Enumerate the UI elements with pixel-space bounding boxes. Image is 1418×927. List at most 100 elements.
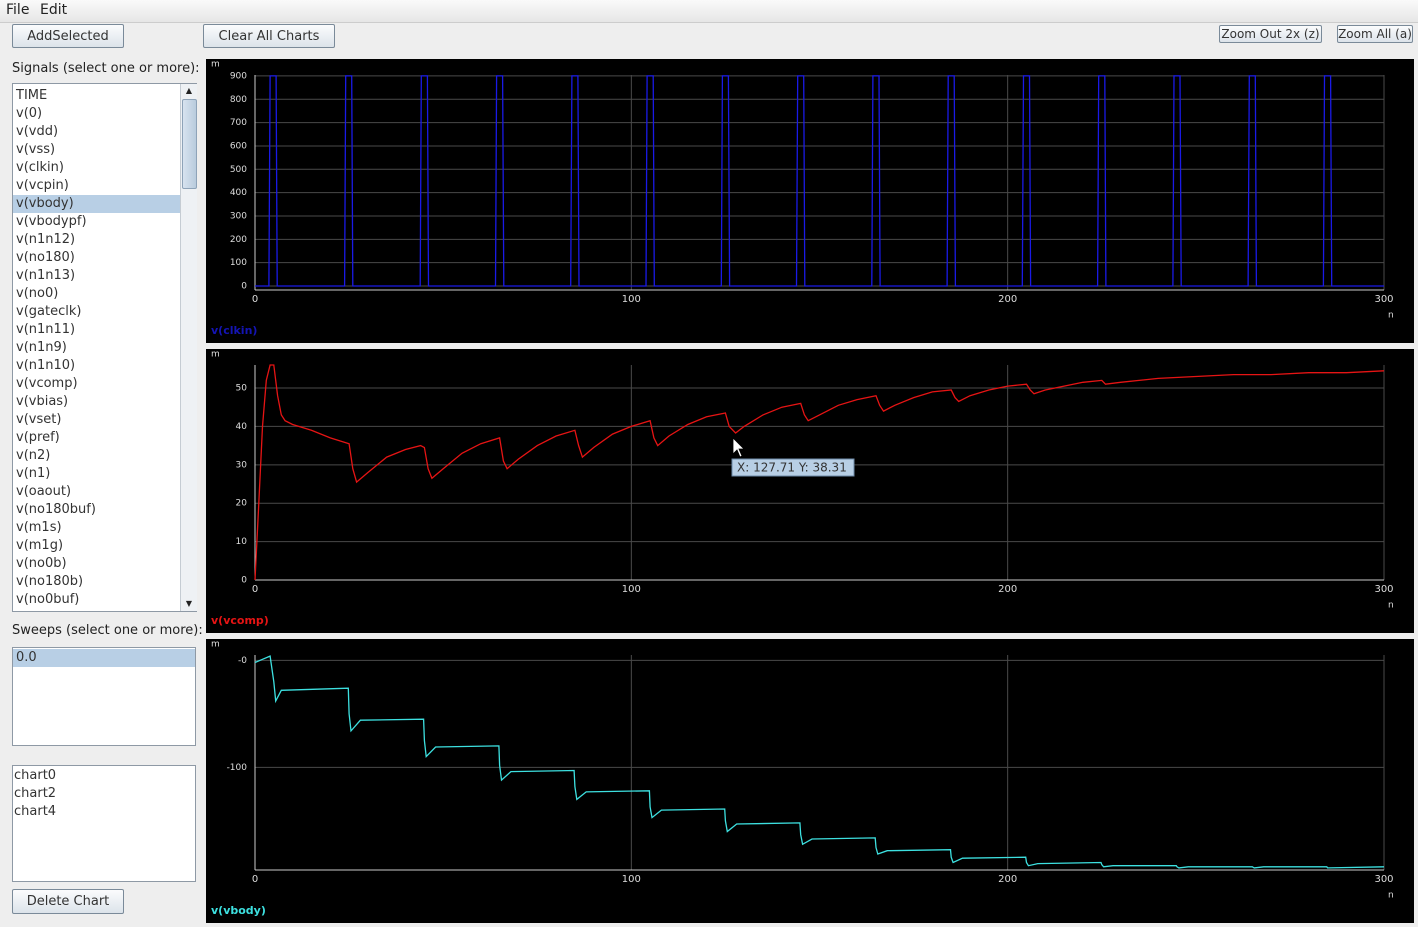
- signal-item[interactable]: v(n1n9): [16, 340, 67, 355]
- y-tick-label: 30: [236, 460, 248, 470]
- scroll-thumb[interactable]: [182, 99, 197, 189]
- y-unit: m: [211, 60, 220, 70]
- y-tick-label: 20: [236, 499, 248, 509]
- signal-item[interactable]: v(oaout): [16, 484, 72, 499]
- signal-item[interactable]: v(no180): [16, 250, 75, 265]
- chart-panel: 0 100 200 300 0 10 20 30 40 50 m n v(vcomp) X: 127.71…: [206, 349, 1414, 633]
- series-line: [255, 75, 1384, 287]
- y-tick-label: 500: [230, 165, 247, 175]
- x-tick-label: 100: [622, 294, 641, 305]
- signals-label: Signals (select one or more):: [12, 61, 200, 76]
- chart-item[interactable]: chart2: [14, 786, 57, 801]
- signal-item[interactable]: v(vss): [16, 142, 56, 157]
- x-tick-label: 0: [252, 584, 258, 595]
- signal-item[interactable]: v(n1n13): [16, 268, 76, 283]
- y-tick-label: 900: [230, 71, 247, 81]
- x-tick-label: 0: [252, 294, 258, 305]
- sweep-item[interactable]: 0.0: [13, 649, 195, 667]
- y-tick-label: -0: [238, 656, 247, 666]
- signal-item[interactable]: v(n1n12): [16, 232, 76, 247]
- chart-item[interactable]: chart4: [14, 804, 57, 819]
- signal-item[interactable]: v(n1n11): [16, 322, 76, 337]
- y-tick-label: 100: [230, 258, 247, 268]
- scrollbar[interactable]: ▲ ▼: [180, 84, 197, 611]
- signal-item[interactable]: v(no180b): [16, 574, 84, 589]
- y-tick-label: 40: [236, 422, 248, 432]
- mouse-cursor: [732, 437, 745, 458]
- signals-list: TIME v(0) v(vdd) v(vss) v(clkin) v(vcpin) v(vb…: [12, 83, 197, 612]
- zoom-all-button[interactable]: Zoom All (a): [1337, 25, 1413, 43]
- x-tick-label: 100: [622, 874, 641, 885]
- x-unit: n: [1388, 891, 1394, 901]
- signal-item[interactable]: v(n1n10): [16, 358, 76, 373]
- signal-item[interactable]: v(vbodypf): [16, 214, 87, 229]
- chart-panel: 0 100 200 300 -0 -100 m n v(vbody): [206, 639, 1414, 923]
- signal-item[interactable]: v(no180buf): [16, 502, 96, 517]
- y-tick-label: 0: [241, 282, 247, 292]
- y-tick-label: 700: [230, 118, 247, 128]
- chart-panel: 0 100 200 300 0 100 200 300 400 500 600 700 800 900 m n…: [206, 59, 1414, 343]
- signal-item[interactable]: v(vbias): [16, 394, 69, 409]
- sweeps-list: 0.0: [12, 647, 196, 746]
- add-selected-button[interactable]: AddSelected: [12, 24, 124, 48]
- menu-file[interactable]: File: [6, 2, 30, 18]
- signal-item[interactable]: v(0): [16, 106, 43, 121]
- signal-item[interactable]: v(no0buf): [16, 592, 80, 607]
- legend-entry: v(vbody): [211, 904, 266, 917]
- chart-item[interactable]: chart0: [14, 768, 57, 783]
- tooltip-box: [731, 458, 855, 477]
- signal-item[interactable]: v(m1g): [16, 538, 64, 553]
- tooltip-text: X: 127.71 Y: 38.31: [737, 461, 847, 475]
- signal-item[interactable]: TIME: [16, 88, 48, 103]
- signal-item[interactable]: v(vbody): [13, 195, 196, 213]
- legend-entry: v(vcomp): [211, 614, 269, 627]
- x-tick-label: 200: [998, 874, 1017, 885]
- legend-entry: v(clkin): [211, 324, 257, 337]
- y-tick-label: 400: [230, 188, 247, 198]
- chart-background: [206, 349, 1414, 633]
- sweeps-label: Sweeps (select one or more):: [12, 623, 203, 638]
- signal-item[interactable]: v(gateclk): [16, 304, 82, 319]
- signal-item[interactable]: v(vdd): [16, 124, 59, 139]
- y-unit: m: [211, 350, 220, 360]
- y-tick-label: 0: [241, 576, 247, 586]
- y-tick-label: 50: [236, 384, 248, 394]
- signal-item[interactable]: v(clkin): [16, 160, 64, 175]
- signal-item[interactable]: v(vcomp): [16, 376, 78, 391]
- chart-background: [206, 59, 1414, 343]
- signal-item[interactable]: v(vset): [16, 412, 62, 427]
- x-unit: n: [1388, 311, 1394, 321]
- clear-all-button[interactable]: Clear All Charts: [203, 24, 335, 48]
- signal-item[interactable]: v(no0): [16, 286, 59, 301]
- y-unit: m: [211, 640, 220, 650]
- signal-item[interactable]: v(no0b): [16, 556, 67, 571]
- menu-edit[interactable]: Edit: [40, 2, 68, 18]
- menu-bar: File Edit: [0, 0, 1418, 23]
- x-tick-label: 100: [622, 584, 641, 595]
- signal-item[interactable]: v(n1): [16, 466, 51, 481]
- signal-item[interactable]: v(pref): [16, 430, 60, 445]
- delete-chart-button[interactable]: Delete Chart: [12, 889, 124, 914]
- y-tick-label: 10: [236, 537, 248, 547]
- chart-background: [206, 639, 1414, 923]
- y-tick-label: 600: [230, 141, 247, 151]
- y-tick-label: 300: [230, 211, 247, 221]
- signal-item[interactable]: v(n2): [16, 448, 51, 463]
- x-tick-label: 300: [1374, 584, 1393, 595]
- x-tick-label: 200: [998, 584, 1017, 595]
- x-tick-label: 300: [1374, 874, 1393, 885]
- y-tick-label: -100: [227, 763, 248, 773]
- x-tick-label: 300: [1374, 294, 1393, 305]
- y-tick-label: 800: [230, 95, 247, 105]
- signal-item[interactable]: v(m1s): [16, 520, 62, 535]
- series-line: [254, 364, 1385, 581]
- y-tick-label: 200: [230, 235, 247, 245]
- signal-item[interactable]: v(vcpin): [16, 178, 69, 193]
- x-tick-label: 0: [252, 874, 258, 885]
- x-unit: n: [1388, 601, 1394, 611]
- x-tick-label: 200: [998, 294, 1017, 305]
- zoom-out-button[interactable]: Zoom Out 2x (z): [1219, 25, 1322, 43]
- charts-list: chart0 chart2 chart4: [12, 765, 196, 882]
